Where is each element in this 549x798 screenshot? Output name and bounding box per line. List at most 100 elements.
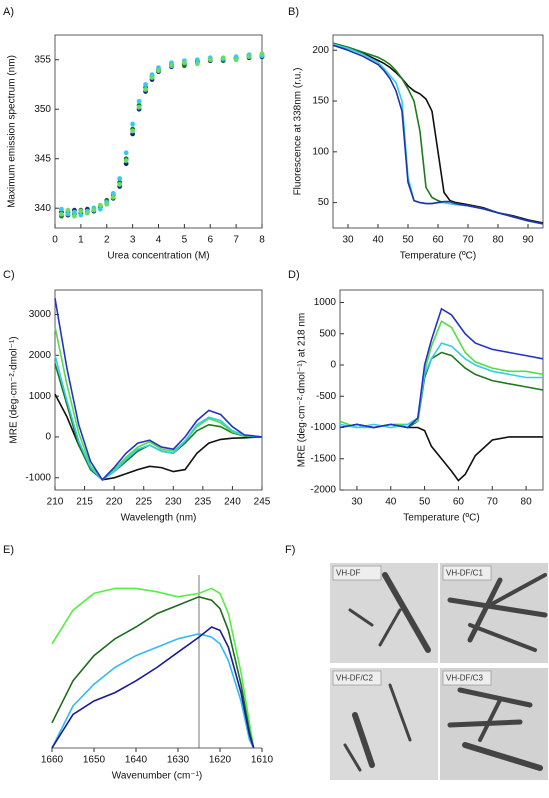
data-line — [339, 307, 544, 429]
x-tick-label: 40 — [385, 497, 397, 508]
x-tick-label: 50 — [402, 235, 414, 246]
data-line — [332, 44, 544, 224]
plot-frame — [54, 289, 263, 491]
data-point — [123, 150, 129, 156]
y-tick-label: 0 — [330, 360, 336, 371]
data-point — [259, 51, 265, 57]
image-label: VH-DF/C1 — [446, 569, 483, 578]
y-tick-label: -1500 — [310, 453, 336, 464]
y-tick-label: -500 — [316, 391, 336, 402]
x-tick-label: 0 — [52, 235, 58, 246]
data-line — [51, 632, 255, 749]
x-tick-label: 1650 — [83, 755, 106, 766]
y-tick-label: 340 — [34, 203, 51, 214]
data-point — [149, 75, 155, 80]
label-box — [442, 565, 492, 581]
data-point — [110, 194, 116, 200]
data-line — [332, 44, 544, 225]
x-axis-title: Wavelength (nm) — [121, 513, 197, 524]
data-point — [220, 55, 226, 61]
x-axis-title: Temperature (ºC) — [403, 513, 479, 524]
x-tick-label: 240 — [224, 497, 241, 508]
label-box — [442, 670, 492, 686]
x-tick-label: 80 — [492, 235, 504, 246]
x-tick-label: 1660 — [41, 755, 64, 766]
data-point — [136, 98, 142, 104]
data-point — [117, 182, 123, 187]
data-line — [54, 355, 263, 481]
data-line — [54, 298, 263, 482]
data-line — [51, 595, 255, 749]
x-tick-label: 245 — [254, 497, 271, 508]
data-line — [54, 326, 263, 481]
data-point — [59, 206, 64, 212]
y-tick-label: 200 — [312, 45, 329, 56]
data-point — [72, 213, 77, 219]
x-tick-label: 4 — [156, 235, 162, 246]
x-tick-label: 230 — [165, 497, 182, 508]
image-label: VH-DF/C3 — [446, 674, 483, 683]
y-tick-label: 2000 — [29, 350, 52, 361]
x-tick-label: 1610 — [251, 755, 274, 766]
y-axis-title: Maximum emission spectrum (nm) — [7, 55, 18, 208]
data-point — [91, 207, 97, 213]
panel-label: A) — [3, 6, 14, 18]
data-point — [110, 190, 116, 196]
x-tick-label: 70 — [487, 497, 499, 508]
data-point — [123, 158, 129, 164]
data-point — [194, 57, 200, 63]
y-tick-label: 350 — [34, 104, 51, 115]
data-point — [207, 57, 213, 63]
x-tick-label: 1620 — [209, 755, 232, 766]
data-point — [117, 176, 123, 181]
data-line — [51, 626, 255, 749]
data-point — [143, 87, 148, 92]
data-point — [156, 68, 161, 74]
x-tick-label: 80 — [521, 497, 533, 508]
plot-frame — [54, 34, 263, 229]
data-line — [339, 423, 543, 482]
panel-label: F) — [285, 544, 295, 556]
data-point — [143, 82, 148, 87]
y-tick-label: -2000 — [310, 485, 336, 496]
x-tick-label: 7 — [233, 235, 239, 246]
x-tick-label: 2 — [104, 235, 110, 246]
x-tick-label: 30 — [351, 497, 363, 508]
data-point — [130, 121, 136, 127]
label-box — [332, 670, 382, 686]
y-tick-label: 150 — [312, 96, 329, 107]
data-point — [65, 207, 71, 213]
y-tick-label: -1000 — [310, 422, 336, 433]
data-point — [72, 209, 77, 215]
y-axis-title: MRE (deg·cm⁻²·dmol⁻¹) at 218 nm — [297, 313, 308, 467]
data-point — [97, 206, 103, 212]
y-tick-label: 50 — [318, 197, 330, 208]
label-box — [332, 565, 382, 581]
y-tick-label: 100 — [312, 146, 329, 157]
y-tick-label: 345 — [34, 153, 51, 164]
data-point — [59, 211, 64, 217]
x-tick-label: 210 — [47, 497, 64, 508]
panel-label: C) — [3, 269, 15, 281]
data-line — [339, 342, 543, 429]
x-tick-label: 3 — [130, 235, 136, 246]
fibrils — [343, 572, 548, 772]
x-axis-title: Temperature (ºC) — [400, 251, 476, 262]
y-tick-label: 1000 — [314, 297, 337, 308]
y-tick-label: 500 — [319, 328, 336, 339]
x-tick-label: 8 — [259, 235, 265, 246]
data-line — [54, 393, 263, 481]
data-point — [246, 54, 252, 60]
panel-label: E) — [3, 544, 14, 556]
y-axis-title: Fluorescence at 338nm (r.u.) — [293, 68, 304, 196]
data-line — [51, 587, 255, 749]
x-tick-label: 40 — [372, 235, 384, 246]
data-point — [97, 202, 103, 208]
data-line — [339, 351, 544, 429]
data-point — [233, 57, 239, 63]
x-tick-label: 60 — [432, 235, 444, 246]
y-tick-label: 355 — [34, 54, 51, 65]
x-tick-label: 5 — [182, 235, 188, 246]
data-point — [169, 63, 174, 69]
x-tick-label: 50 — [419, 497, 431, 508]
